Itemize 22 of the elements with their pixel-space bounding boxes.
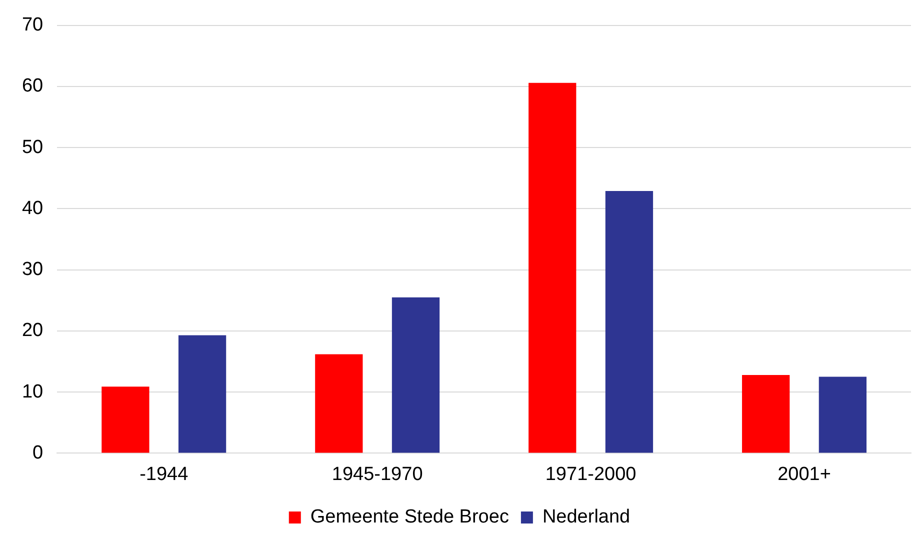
x-tick-label: 1971-2000 — [545, 464, 636, 485]
legend-label: Gemeente Stede Broec — [310, 506, 509, 528]
x-tick-label: 1945-1970 — [332, 464, 423, 485]
bar — [528, 82, 576, 453]
y-tick-label: 10 — [22, 381, 44, 402]
bar — [102, 386, 150, 453]
y-tick-label: 50 — [22, 136, 44, 158]
y-tick-label: 60 — [22, 76, 44, 97]
bar — [818, 376, 867, 453]
bar — [742, 374, 790, 453]
y-tick-label: 40 — [22, 198, 44, 219]
x-tick-label: -1944 — [140, 464, 189, 485]
y-tick-label: 20 — [22, 320, 44, 342]
bar — [605, 191, 654, 453]
bar — [392, 297, 440, 453]
bar — [315, 354, 363, 453]
y-tick-label: 70 — [22, 14, 44, 36]
x-tick-label: 2001+ — [778, 464, 831, 485]
legend-label: Nederland — [542, 506, 630, 528]
y-tick-label: 30 — [22, 259, 44, 280]
y-tick-label: 0 — [32, 442, 44, 464]
bar — [178, 335, 226, 453]
